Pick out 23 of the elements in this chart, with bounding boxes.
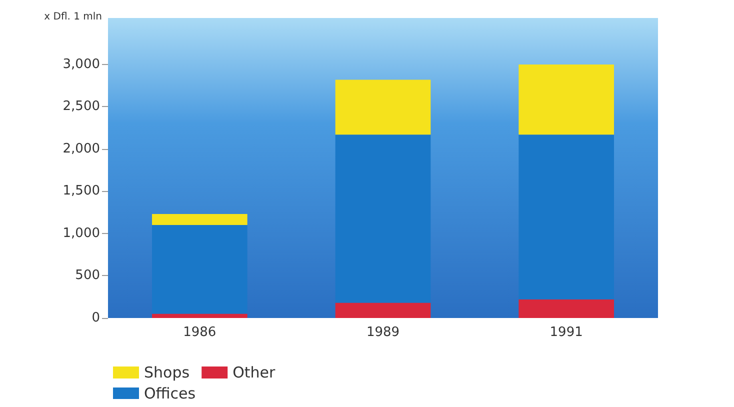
legend-label: Shops bbox=[144, 364, 190, 382]
y-tick-label: 500 bbox=[75, 268, 100, 284]
y-axis-title: x Dfl. 1 mln bbox=[44, 12, 102, 22]
legend-label: Other bbox=[232, 364, 276, 382]
y-tick-label: 2,500 bbox=[62, 99, 100, 114]
bar bbox=[152, 214, 248, 226]
bar bbox=[152, 225, 248, 314]
bar bbox=[518, 64, 614, 135]
legend-label: Offices bbox=[144, 384, 196, 402]
bar bbox=[335, 80, 431, 135]
x-tick-label: 1991 bbox=[550, 325, 583, 340]
y-tick-label: 0 bbox=[92, 310, 100, 326]
x-tick-label: 1989 bbox=[366, 325, 400, 340]
bar bbox=[518, 134, 614, 300]
bar bbox=[152, 314, 248, 318]
y-tick-label: 1,000 bbox=[62, 226, 100, 241]
y-tick-label: 2,000 bbox=[62, 141, 100, 156]
bar bbox=[335, 134, 431, 303]
bar bbox=[335, 302, 431, 318]
x-tick-label: 1986 bbox=[183, 325, 216, 340]
y-tick-label: 3,000 bbox=[62, 56, 100, 72]
y-tick-label: 1,500 bbox=[62, 184, 100, 199]
bar bbox=[518, 299, 614, 318]
